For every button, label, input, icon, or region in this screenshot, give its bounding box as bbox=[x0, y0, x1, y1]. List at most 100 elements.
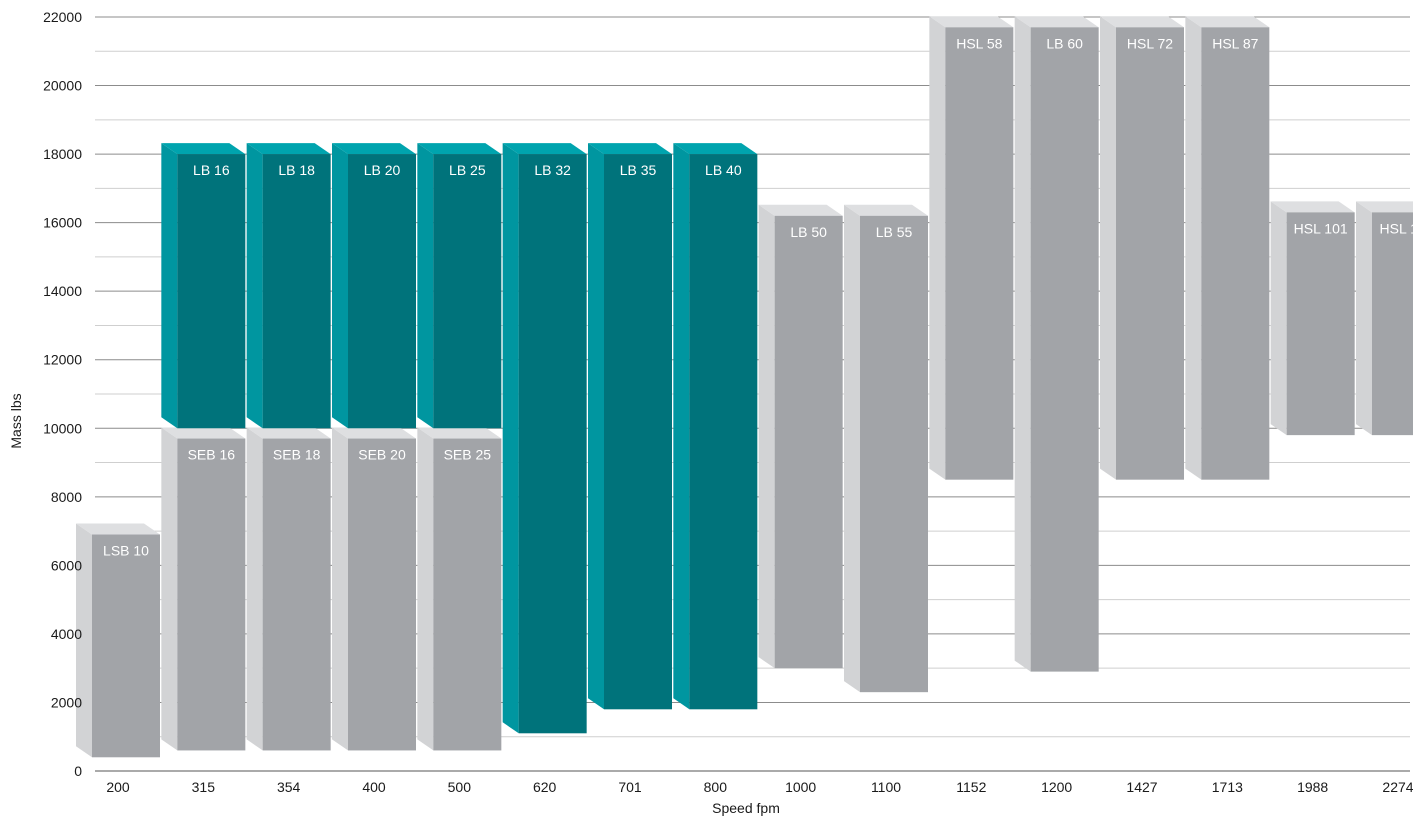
bar-label: LB 40 bbox=[705, 162, 742, 178]
bar-label: LSB 10 bbox=[103, 543, 149, 559]
bar-side-face bbox=[332, 427, 348, 751]
bar-side-face bbox=[844, 204, 860, 693]
y-tick-label: 6000 bbox=[51, 557, 82, 573]
bar-side-face bbox=[1185, 16, 1202, 480]
x-tick-label: 200 bbox=[106, 779, 130, 795]
bar-top-face bbox=[246, 143, 331, 155]
x-tick-label: 620 bbox=[533, 779, 557, 795]
bar-side-face bbox=[502, 143, 519, 734]
bar-lb-18: LB 18 bbox=[246, 143, 331, 429]
bar-label: HSL 101 bbox=[1294, 220, 1348, 236]
bar-label: LB 35 bbox=[620, 162, 657, 178]
y-axis-title: Mass lbs bbox=[8, 393, 24, 448]
bar-side-face bbox=[417, 143, 434, 429]
x-tick-label: 1427 bbox=[1126, 779, 1157, 795]
bar-front-face bbox=[774, 215, 843, 669]
bar-label: SEB 20 bbox=[358, 447, 406, 463]
y-tick-label: 8000 bbox=[51, 489, 82, 505]
bar-side-face bbox=[1100, 16, 1116, 480]
bar-hsl-115: HSL 115 bbox=[1356, 201, 1413, 436]
x-tick-label: 800 bbox=[704, 779, 728, 795]
bar-label: LB 25 bbox=[449, 162, 486, 178]
y-tick-label: 20000 bbox=[43, 78, 82, 94]
bar-label: LB 32 bbox=[534, 162, 571, 178]
bar-top-face bbox=[1270, 201, 1355, 213]
bar-seb-16: SEB 16 bbox=[161, 427, 246, 751]
x-axis-title: Speed fpm bbox=[712, 800, 780, 816]
bar-side-face bbox=[246, 143, 263, 429]
bar-front-face bbox=[1116, 27, 1184, 480]
y-tick-label: 16000 bbox=[43, 215, 82, 231]
x-tick-label: 701 bbox=[618, 779, 642, 795]
bar-front-face bbox=[262, 154, 331, 429]
bar-front-face bbox=[518, 154, 587, 734]
bar-label: LB 60 bbox=[1046, 35, 1083, 51]
bar-top-face bbox=[588, 143, 672, 155]
bar-side-face bbox=[1014, 16, 1031, 672]
y-tick-label: 14000 bbox=[43, 283, 82, 299]
bar-front-face bbox=[433, 438, 502, 751]
bar-top-face bbox=[758, 204, 843, 216]
bar-lb-50: LB 50 bbox=[758, 204, 843, 669]
x-tick-label: 1000 bbox=[785, 779, 816, 795]
bar-hsl-87: HSL 87 bbox=[1185, 16, 1270, 480]
bar-side-face bbox=[758, 204, 775, 669]
bar-front-face bbox=[860, 215, 928, 693]
bar-front-face bbox=[92, 534, 160, 758]
bar-seb-18: SEB 18 bbox=[246, 427, 331, 751]
bar-front-face bbox=[1286, 212, 1355, 436]
bar-lb-55: LB 55 bbox=[844, 204, 928, 693]
bar-label: HSL 72 bbox=[1127, 35, 1173, 51]
bar-top-face bbox=[332, 143, 416, 155]
bar-lb-20: LB 20 bbox=[332, 143, 416, 429]
bar-top-face bbox=[417, 427, 502, 439]
y-tick-label: 0 bbox=[74, 763, 82, 779]
bar-top-face bbox=[844, 204, 928, 216]
y-tick-label: 12000 bbox=[43, 352, 82, 368]
bar-top-face bbox=[1014, 16, 1099, 28]
bar-front-face bbox=[348, 154, 416, 429]
bar-lsb-10: LSB 10 bbox=[76, 523, 160, 758]
bar-front-face bbox=[1372, 212, 1413, 436]
y-tick-label: 10000 bbox=[43, 420, 82, 436]
bar-label: HSL 87 bbox=[1212, 35, 1258, 51]
bar-label: SEB 25 bbox=[444, 447, 492, 463]
bar-lb-16: LB 16 bbox=[161, 143, 246, 429]
bar-top-face bbox=[417, 143, 502, 155]
bar-lb-32: LB 32 bbox=[502, 143, 587, 734]
bar-label: HSL 58 bbox=[956, 35, 1002, 51]
bar-label: SEB 16 bbox=[188, 447, 236, 463]
bar-lb-60: LB 60 bbox=[1014, 16, 1099, 672]
bar-label: LB 55 bbox=[876, 224, 913, 240]
y-tick-label: 4000 bbox=[51, 626, 82, 642]
bar-side-face bbox=[332, 143, 348, 429]
bar-top-face bbox=[1356, 201, 1413, 213]
bar-lb-25: LB 25 bbox=[417, 143, 502, 429]
bar-top-face bbox=[332, 427, 416, 439]
bar-top-face bbox=[673, 143, 758, 155]
bar-front-face bbox=[262, 438, 331, 751]
bar-top-face bbox=[246, 427, 331, 439]
x-tick-label: 1100 bbox=[871, 779, 901, 795]
bar-label: HSL 115 bbox=[1380, 220, 1413, 236]
bar-front-face bbox=[945, 27, 1014, 480]
bar-side-face bbox=[1356, 201, 1372, 436]
bar-hsl-101: HSL 101 bbox=[1270, 201, 1355, 436]
x-tick-label: 500 bbox=[448, 779, 472, 795]
y-tick-label: 22000 bbox=[43, 9, 82, 25]
bar-front-face bbox=[1030, 27, 1099, 672]
bar-label: LB 18 bbox=[278, 162, 315, 178]
y-tick-label: 2000 bbox=[51, 694, 82, 710]
bar-seb-20: SEB 20 bbox=[332, 427, 416, 751]
bar-front-face bbox=[1201, 27, 1270, 480]
x-tick-label: 315 bbox=[192, 779, 216, 795]
x-tick-label: 1152 bbox=[956, 779, 986, 795]
bar-side-face bbox=[161, 143, 178, 429]
bar-side-face bbox=[929, 16, 946, 480]
bar-side-face bbox=[588, 143, 604, 710]
bar-top-face bbox=[1100, 16, 1184, 28]
bar-top-face bbox=[502, 143, 587, 155]
x-tick-label: 1200 bbox=[1041, 779, 1072, 795]
bar-side-face bbox=[161, 427, 178, 751]
